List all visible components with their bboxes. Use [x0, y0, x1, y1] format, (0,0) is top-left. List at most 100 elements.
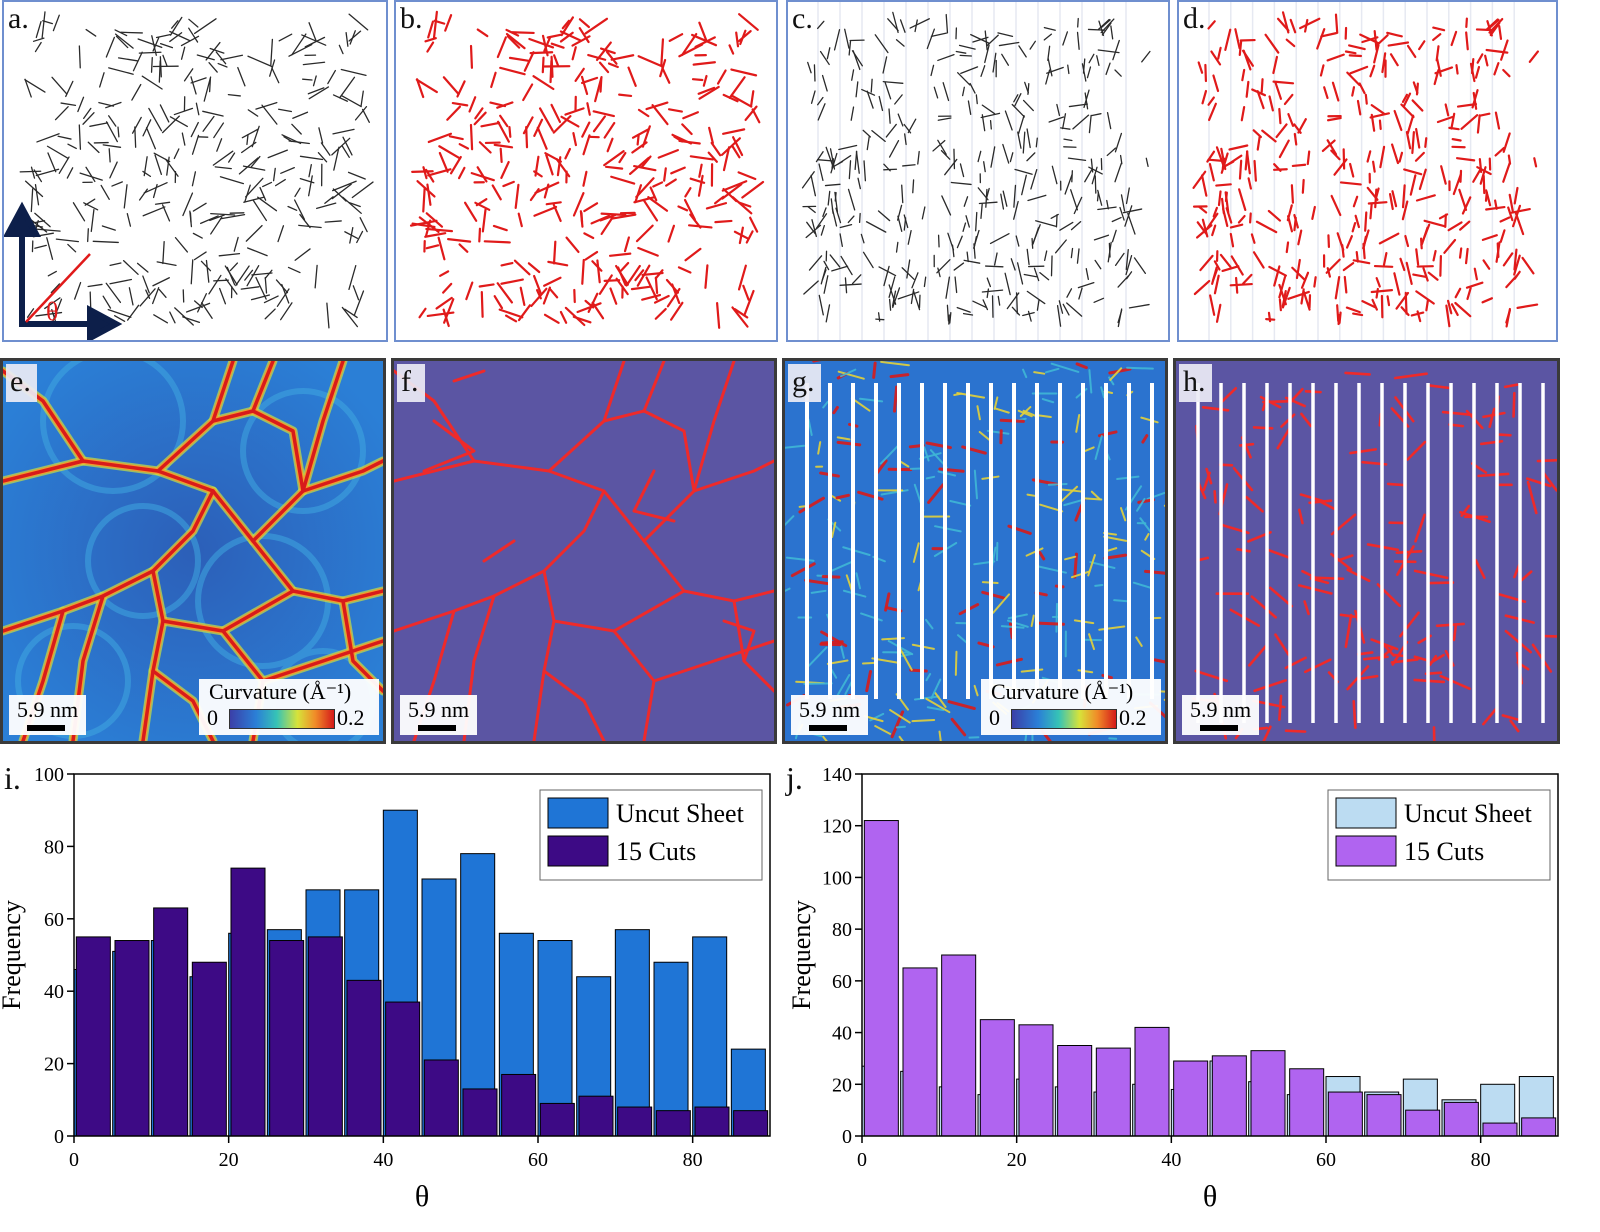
segment	[808, 255, 823, 271]
fold-segment	[1393, 372, 1428, 380]
fold-line	[261, 639, 383, 683]
segment	[426, 41, 435, 53]
segment	[1081, 63, 1087, 82]
bar-15-cuts	[75, 936, 111, 1137]
segment	[698, 85, 720, 100]
segment	[111, 181, 123, 187]
segment	[1026, 290, 1046, 305]
colorbar-gradient	[1011, 709, 1117, 729]
segment	[35, 20, 42, 39]
segment	[202, 115, 215, 132]
segment	[150, 57, 153, 73]
segment	[722, 187, 738, 203]
segment	[332, 94, 349, 102]
texture-stroke	[857, 490, 884, 501]
segment	[131, 83, 142, 101]
segment	[681, 123, 693, 136]
bar-15-cuts	[1057, 1045, 1093, 1137]
texture-stroke	[934, 692, 947, 708]
fold-segment	[1439, 674, 1471, 691]
segment	[1415, 248, 1420, 266]
segment	[1272, 80, 1295, 85]
segment	[1088, 53, 1095, 64]
texture-stroke	[1094, 583, 1104, 587]
segment	[316, 202, 337, 210]
segment	[1035, 220, 1057, 227]
texture-stroke	[880, 489, 909, 496]
segment	[161, 204, 171, 222]
segment	[225, 278, 238, 295]
segment	[1386, 31, 1403, 38]
panel-label-i: i.	[4, 760, 21, 796]
segment	[360, 90, 364, 108]
segment	[1300, 271, 1310, 289]
segment	[237, 66, 246, 87]
x-tick-label: 20	[219, 1149, 239, 1171]
segment	[1311, 205, 1316, 220]
segment	[953, 262, 965, 271]
segment	[1422, 267, 1429, 282]
segment	[432, 10, 438, 39]
scalebar-h: 5.9 nm	[1182, 695, 1260, 735]
segment	[50, 283, 61, 294]
segment	[1066, 288, 1073, 298]
segment	[1237, 214, 1246, 224]
fold-segment	[1536, 458, 1557, 463]
bar-uncut-sheet	[692, 936, 728, 1137]
panel-g: g. 5.9 nm Curvature (Å⁻¹) 0 0.2	[782, 358, 1168, 744]
segment	[1207, 102, 1217, 122]
segment	[980, 112, 1001, 119]
segment	[1047, 58, 1053, 77]
segment	[1375, 287, 1379, 299]
texture-stroke	[925, 475, 936, 480]
segment	[200, 215, 219, 225]
segment	[1348, 44, 1366, 51]
x-tick-label: 60	[528, 1149, 548, 1171]
segment	[824, 183, 841, 187]
segment	[304, 36, 326, 48]
fold-segment	[1274, 633, 1291, 657]
segment	[901, 184, 904, 204]
segment	[1371, 298, 1378, 311]
segment	[169, 32, 183, 43]
segment	[1438, 213, 1449, 220]
segment	[1326, 267, 1332, 278]
segment	[446, 105, 462, 121]
segment	[78, 45, 81, 69]
bar-15-cuts	[153, 907, 189, 1137]
segment	[473, 111, 487, 126]
segment	[1111, 229, 1117, 243]
segment	[1323, 86, 1329, 99]
segment	[1319, 64, 1325, 77]
segment	[897, 113, 904, 127]
bar-15-cuts	[346, 979, 382, 1137]
segment	[1465, 31, 1469, 51]
segment	[227, 93, 241, 97]
segment	[1412, 81, 1419, 94]
bar-15-cuts	[979, 1019, 1015, 1137]
segment	[181, 132, 186, 146]
texture-stroke	[1077, 669, 1094, 674]
segment	[963, 196, 969, 207]
segment	[607, 62, 619, 69]
segment	[840, 255, 853, 276]
fold-skeleton-cut	[1191, 371, 1557, 741]
segment	[338, 44, 344, 55]
segment	[74, 281, 82, 300]
segment	[478, 283, 495, 288]
texture-stroke	[785, 587, 791, 593]
segment	[247, 109, 259, 117]
segment	[1402, 92, 1412, 107]
segment	[340, 68, 367, 77]
segment	[967, 100, 972, 116]
fold-segment	[1488, 407, 1496, 429]
segment	[959, 163, 965, 178]
texture-stroke	[1060, 488, 1082, 493]
segment	[502, 180, 515, 188]
texture-stroke	[837, 370, 865, 380]
segment	[182, 316, 201, 323]
texture-stroke	[1041, 398, 1055, 404]
segment	[1434, 66, 1454, 75]
segment	[242, 165, 266, 171]
segment	[250, 294, 271, 301]
